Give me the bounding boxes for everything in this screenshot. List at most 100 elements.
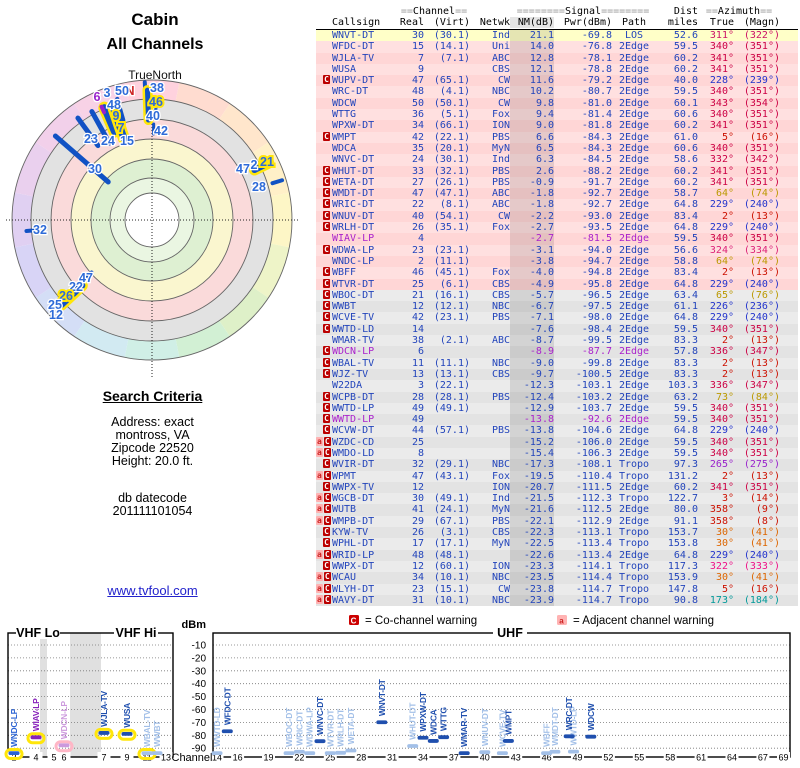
station-azimuth-mark[interactable] (78, 270, 94, 285)
table-row[interactable]: C WWTD-LP 49 -13.8 -92.6 2Edge 59.5 340° (351°) (316, 414, 798, 426)
polar-channel-label[interactable]: 15 (119, 133, 136, 150)
table-row[interactable]: W22DA 3 (22.1) -12.3 -103.1 2Edge 103.3 336° (34… (316, 380, 798, 392)
polar-channel-label[interactable]: 38 (149, 80, 166, 97)
signal-bar[interactable] (141, 751, 153, 755)
table-row[interactable]: C WBAL-TV 11 (11.1) NBC -9.0 -99.8 2Edge 83.3 2° (… (316, 357, 798, 369)
table-row[interactable]: C WMPT 42 (22.1) PBS 6.6 -84.3 2Edge 61.0 5° (16°) (316, 131, 798, 143)
table-row[interactable]: a C WCAU 34 (10.1) NBC -23.5 -114.4 Tropo 153.9 30… (316, 572, 798, 584)
table-row[interactable]: C WBOC-DT 21 (16.1) CBS -5.7 -96.5 2Edge 63.4 65°… (316, 289, 798, 302)
table-row[interactable]: WIAV-LP 4 -2.7 -81.5 2Edge 59.5 340° (351°) (316, 233, 798, 245)
polar-channel-label[interactable]: 24 (100, 133, 117, 150)
table-row[interactable]: a C WMPB-DT 29 (67.1) PBS -22.1 -112.9 2Edge 91.1… (316, 515, 798, 528)
station-azimuth-mark[interactable] (89, 109, 112, 146)
signal-bar[interactable] (502, 739, 514, 743)
table-row[interactable]: C WMDT-DT 47 (47.1) ABC -1.8 -92.7 2Edge 58.7 64°… (316, 188, 798, 200)
table-row[interactable]: a C WMDO-LD 8 -15.4 -106.3 2Edge 59.5 340° (351°) (316, 447, 798, 460)
station-azimuth-mark[interactable] (154, 98, 158, 118)
polar-channel-label[interactable]: 42 (153, 123, 170, 140)
station-azimuth-mark[interactable] (270, 178, 285, 186)
table-row[interactable]: C WUPV-DT 47 (65.1) CW 11.6 -79.2 2Edge 40.0 228°… (316, 75, 798, 87)
signal-bar[interactable] (304, 751, 316, 755)
polar-channel-label[interactable]: 47 (78, 270, 95, 287)
table-row[interactable]: C WPHL-DT 17 (17.1) MyN -22.5 -113.4 Tropo 153.8… (316, 538, 798, 550)
signal-bar[interactable] (98, 731, 110, 735)
table-row[interactable]: C WWPX-TV 12 ION -20.7 -111.5 2Edge 60.2 341° (35… (316, 481, 798, 494)
table-row[interactable]: a C WZDC-CD 25 -15.2 -106.0 2Edge 59.5 340° (351°… (316, 436, 798, 448)
polar-channel-label[interactable]: 47 (235, 161, 252, 178)
table-row[interactable]: WDCW 50 (50.1) CW 9.8 -81.0 2Edge 60.1 343° (354°… (316, 97, 798, 110)
table-row[interactable]: C WCVE-TV 42 (23.1) PBS -7.1 -98.0 2Edge 64.8 229… (316, 312, 798, 324)
table-row[interactable]: WRC-DT 48 (4.1) NBC 10.2 -80.7 2Edge 59.5 340° (3… (316, 86, 798, 98)
station-azimuth-mark[interactable] (251, 160, 272, 174)
signal-bar[interactable] (496, 751, 508, 755)
table-row[interactable]: WDCA 35 (20.1) MyN 6.5 -84.3 2Edge 60.6 340° (351… (316, 142, 798, 155)
table-row[interactable]: WPXW-DT 34 (66.1) ION 9.0 -81.8 2Edge 60.2 341° (… (316, 120, 798, 132)
signal-bar[interactable] (479, 750, 491, 755)
polar-channel-label[interactable]: 2 (249, 157, 259, 174)
table-row[interactable]: WNVC-DT 24 (30.1) Ind 6.3 -84.5 2Edge 58.6 332° (… (316, 154, 798, 166)
magnetic-north-label[interactable]: N (124, 83, 136, 100)
polar-channel-label[interactable]: 30 (87, 161, 104, 178)
table-row[interactable]: C WRIC-DT 22 (8.1) ABC -1.8 -92.7 2Edge 64.8 229°… (316, 199, 798, 211)
table-row[interactable]: C WCVW-DT 44 (57.1) PBS -13.8 -104.6 2Edge 64.8 2… (316, 425, 798, 437)
table-row[interactable]: a C WPMT 47 (43.1) Fox -19.5 -110.4 Tropo 131.2 2°… (316, 470, 798, 482)
polar-channel-label[interactable]: 28 (251, 179, 268, 196)
signal-bar[interactable] (324, 751, 336, 755)
signal-bar[interactable] (541, 751, 553, 755)
polar-channel-label[interactable]: 22 (68, 279, 85, 296)
polar-channel-label[interactable]: 7 (116, 119, 127, 137)
station-azimuth-mark[interactable] (57, 281, 86, 309)
signal-bar[interactable] (335, 750, 347, 755)
table-row[interactable]: WNDC-LP 2 (11.1) -3.8 -94.7 2Edge 58.8 64° (74°) (316, 255, 798, 268)
signal-bar[interactable] (427, 739, 439, 743)
signal-bar[interactable] (407, 744, 419, 748)
table-row[interactable]: WJLA-TV 7 (7.1) ABC 12.8 -78.1 2Edge 60.2 341° (3… (316, 52, 798, 64)
polar-channel-label[interactable]: 21 (258, 153, 276, 171)
table-row[interactable]: WUSA 9 CBS 12.1 -78.8 2Edge 60.2 341° (351°) (316, 63, 798, 76)
signal-bar[interactable] (58, 743, 70, 748)
polar-channel-label[interactable]: 32 (32, 222, 49, 239)
table-row[interactable]: WNVT-DT 30 (30.1) Ind 21.1 -69.8 LOS 52.6 311° (3… (316, 30, 798, 42)
table-row[interactable]: C WNUV-DT 40 (54.1) CW -2.2 -93.0 2Edge 83.4 2° (1… (316, 210, 798, 223)
signal-bar[interactable] (345, 748, 357, 753)
signal-bar[interactable] (376, 720, 388, 725)
table-row[interactable]: C WBFF 46 (45.1) Fox -4.0 -94.8 2Edge 83.4 2° (13°… (316, 267, 798, 279)
table-row[interactable]: C WDWA-LP 23 (23.1) -3.1 -94.0 2Edge 56.6 324° (3… (316, 244, 798, 256)
signal-bar[interactable] (221, 729, 233, 734)
polar-channel-label[interactable]: 23 (83, 131, 100, 148)
station-azimuth-mark[interactable] (144, 87, 152, 123)
station-azimuth-mark[interactable] (115, 96, 126, 123)
signal-bar[interactable] (563, 734, 575, 739)
table-row[interactable]: a C WRID-LP 48 (48.1) -22.6 -113.4 2Edge 64.8 229… (316, 549, 798, 561)
signal-bar[interactable] (417, 735, 429, 740)
signal-bar[interactable] (151, 751, 163, 755)
table-row[interactable]: a C WGCB-DT 30 (49.1) Ind -21.5 -112.3 Tropo 122.… (316, 493, 798, 505)
table-row[interactable]: a C WUTB 41 (24.1) MyN -21.6 -112.5 2Edge 80.0 358… (316, 504, 798, 516)
table-row[interactable]: C WWPX-DT 12 (60.1) ION -23.3 -114.1 Tropo 117.3… (316, 560, 798, 573)
polar-channel-label[interactable]: 40 (145, 108, 162, 125)
table-row[interactable]: WTTG 36 (5.1) Fox 9.4 -81.4 2Edge 60.6 340° (351°… (316, 109, 798, 121)
polar-channel-label[interactable]: 46 (147, 93, 165, 111)
polar-channel-label[interactable]: 9 (111, 107, 122, 125)
signal-bar[interactable] (314, 739, 326, 744)
table-row[interactable]: C WWTD-LD 14 -7.6 -98.4 2Edge 59.5 340° (351°) (316, 323, 798, 336)
table-row[interactable]: C WETA-DT 27 (26.1) PBS -0.9 -91.7 2Edge 60.2 341… (316, 176, 798, 189)
signal-bar[interactable] (438, 735, 450, 740)
polar-channel-label[interactable]: 3 (102, 85, 112, 102)
table-row[interactable]: C WHUT-DT 33 (32.1) PBS 2.6 -88.2 2Edge 60.2 341°… (316, 165, 798, 177)
signal-bar[interactable] (8, 751, 20, 755)
table-row[interactable]: C WRLH-DT 26 (35.1) Fox -2.7 -93.5 2Edge 64.8 229… (316, 222, 798, 234)
table-row[interactable]: a C WLYH-DT 23 (15.1) CW -23.8 -114.7 Tropo 147.8… (316, 583, 798, 595)
table-row[interactable]: C WJZ-TV 13 (13.1) CBS -9.7 -100.5 2Edge 83.3 2° (… (316, 368, 798, 381)
signal-bar[interactable] (293, 749, 305, 754)
station-azimuth-mark[interactable] (52, 133, 111, 185)
station-azimuth-mark[interactable] (99, 104, 107, 115)
station-azimuth-mark[interactable] (110, 104, 128, 143)
polar-channel-label[interactable]: 26 (57, 287, 75, 305)
table-row[interactable]: C WVIR-DT 32 (29.1) NBC -17.3 -108.1 Tropo 97.3 2… (316, 459, 798, 471)
polar-channel-label[interactable]: 12 (48, 307, 65, 324)
signal-bar[interactable] (211, 751, 223, 755)
signal-bar[interactable] (121, 731, 133, 736)
tvfool-link[interactable]: www.tvfool.com (107, 583, 198, 598)
signal-bar[interactable] (568, 749, 579, 754)
